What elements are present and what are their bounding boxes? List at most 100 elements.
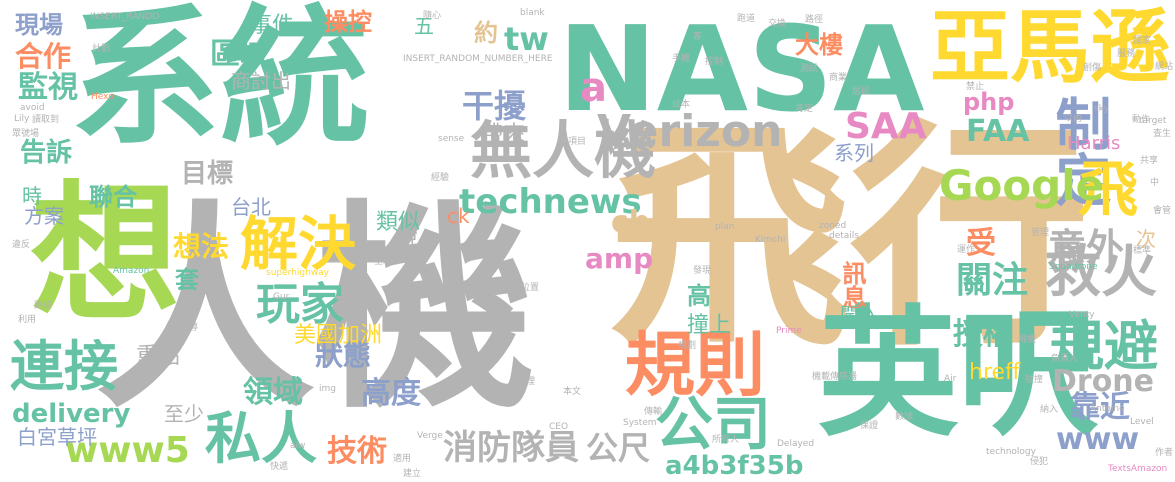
cloud-word: technology xyxy=(986,447,1036,457)
cloud-word: 美國加洲 xyxy=(294,323,383,348)
cloud-word: 次 xyxy=(1136,227,1156,251)
cloud-word: 會管 xyxy=(1153,206,1172,216)
cloud-word: sense xyxy=(438,134,465,144)
cloud-word: 查生 xyxy=(1153,129,1172,139)
cloud-word: cb xyxy=(611,205,651,240)
cloud-word: 系列 xyxy=(834,141,874,165)
cloud-word: 高度 xyxy=(361,376,421,411)
cloud-word: 亞馬遜 xyxy=(930,1,1170,94)
cloud-word: 時 xyxy=(22,184,42,208)
cloud-word: 操控 xyxy=(324,8,372,36)
cloud-word: 測試 xyxy=(800,64,819,74)
cloud-word: 手機 xyxy=(672,54,691,64)
cloud-word: 公尺 xyxy=(586,429,651,467)
cloud-word: aiw xyxy=(290,441,306,451)
cloud-word: 隨心 xyxy=(423,11,442,21)
cloud-word: 訊息 xyxy=(838,261,866,309)
cloud-word: 傳輸 xyxy=(644,407,663,417)
cloud-word: www xyxy=(1056,422,1140,457)
cloud-word: 解決 xyxy=(240,210,357,278)
cloud-word: 運作 xyxy=(957,245,976,255)
cloud-word: 路線 xyxy=(34,301,53,311)
cloud-word: 方案 xyxy=(24,204,64,228)
cloud-word: a xyxy=(580,65,607,111)
cloud-word: 想法 xyxy=(173,230,230,263)
cloud-word: Prime xyxy=(776,326,802,336)
cloud-word: 關注 xyxy=(956,260,1029,301)
cloud-word: 消防隊員 xyxy=(443,428,579,468)
cloud-word: 機載傳感器 xyxy=(812,372,858,382)
cloud-word: 大樓 xyxy=(795,31,843,59)
cloud-word: 公司 xyxy=(655,390,772,458)
cloud-word: 保證 xyxy=(860,421,879,431)
cloud-word: 私人 xyxy=(205,407,317,472)
cloud-word: 控制 xyxy=(705,57,724,67)
cloud-word: 以內 xyxy=(1064,114,1083,124)
cloud-word: 告訴 xyxy=(20,138,73,168)
cloud-word: 合作 xyxy=(15,40,72,73)
cloud-word: 區域 xyxy=(210,37,270,72)
cloud-word: tw xyxy=(504,20,549,58)
cloud-word: 規避 xyxy=(1050,315,1158,378)
cloud-word: 事件 xyxy=(250,13,295,38)
cloud-word: 帶來 xyxy=(481,122,526,147)
cloud-word: 技術 xyxy=(327,434,387,469)
cloud-word: 制定 xyxy=(1046,95,1111,207)
cloud-word: 國家 xyxy=(1133,36,1152,46)
cloud-word: avoid xyxy=(20,103,45,113)
cloud-word: 白宮草坪 xyxy=(17,425,97,449)
cloud-word: 跑道 xyxy=(737,14,756,24)
cloud-word: plan xyxy=(715,222,735,232)
cloud-word: Squadrone xyxy=(1049,262,1098,272)
cloud-word: 人機 xyxy=(95,182,536,438)
cloud-word: Verge xyxy=(417,431,443,441)
cloud-word: 網站 xyxy=(1154,62,1173,72)
cloud-word: 至少 xyxy=(164,402,204,426)
cloud-word: 服務 xyxy=(1117,49,1136,59)
cloud-word: 動作 xyxy=(1132,115,1151,125)
cloud-word: 無人機 xyxy=(470,114,657,187)
cloud-word: 規劃 xyxy=(678,341,697,351)
cloud-word: 共享 xyxy=(1140,156,1159,166)
cloud-word: Level xyxy=(1130,417,1154,427)
cloud-word: Harris xyxy=(1067,133,1121,154)
cloud-word: 數據 xyxy=(895,412,914,422)
cloud-word: 作者 xyxy=(1154,448,1173,458)
cloud-word: 適用 xyxy=(393,454,412,464)
cloud-word: 高 xyxy=(687,282,711,310)
cloud-word: 所有人 xyxy=(712,435,740,445)
cloud-word: 狀態 xyxy=(315,339,372,372)
cloud-word: 路徑 xyxy=(805,15,824,25)
cloud-word: 讀取到 xyxy=(32,115,60,125)
cloud-word: 利用 xyxy=(18,315,37,325)
cloud-word: 聯合 xyxy=(89,183,137,211)
cloud-word: 禁止 xyxy=(966,82,985,92)
cloud-word: 五 xyxy=(414,14,434,38)
cloud-word: INSERT_RANDOM_NUMBER_HERE xyxy=(403,54,553,64)
cloud-word: 英呎 xyxy=(818,293,1099,456)
cloud-word: 納入 xyxy=(1040,405,1059,415)
cloud-word: 成本 xyxy=(672,100,691,110)
cloud-word: 客 xyxy=(693,32,703,42)
cloud-word: details xyxy=(829,231,859,241)
cloud-word: 快遞 xyxy=(270,462,289,472)
cloud-word: TextsAmazon xyxy=(1108,464,1168,474)
cloud-word: 監視 xyxy=(18,70,78,105)
cloud-word: target xyxy=(1139,116,1167,126)
cloud-word: 交換 xyxy=(768,19,787,29)
cloud-word: 飛機 xyxy=(1018,335,1037,345)
cloud-word: ck xyxy=(447,204,470,228)
cloud-word: 空域 xyxy=(374,257,393,267)
cloud-word: php xyxy=(963,88,1015,116)
cloud-word: zoned xyxy=(819,221,847,231)
cloud-word: 居民 xyxy=(852,87,871,97)
cloud-word: blank xyxy=(520,8,545,18)
cloud-word: 套 xyxy=(175,266,199,294)
cloud-word: 創傷 xyxy=(1083,63,1102,73)
cloud-word: System xyxy=(623,418,657,428)
cloud-word: 救火 xyxy=(1045,240,1157,305)
cloud-word: 意外 xyxy=(1048,226,1125,270)
cloud-word: 飛行 xyxy=(610,98,1091,378)
cloud-word: amp xyxy=(585,242,654,275)
